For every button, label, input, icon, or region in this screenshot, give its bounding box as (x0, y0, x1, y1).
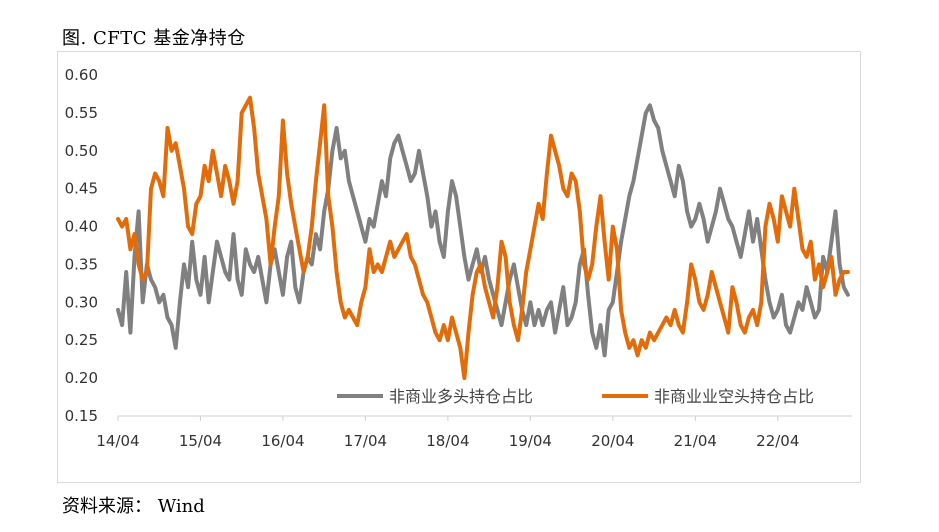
x-tick-label: 22/04 (756, 432, 799, 450)
y-tick-label: 0.35 (65, 255, 98, 273)
y-axis: 0.60 0.55 0.50 0.45 0.40 0.35 0.30 0.25 0.20 0.15 (65, 66, 98, 425)
x-tick-label: 16/04 (261, 432, 304, 450)
y-tick-label: 0.20 (65, 369, 98, 387)
series-line-2 (116, 95, 850, 381)
y-tick-label: 0.45 (65, 180, 98, 198)
y-tick-label: 0.15 (65, 407, 98, 425)
legend-label-2: 非商业业空头持仓占比 (654, 387, 814, 406)
y-tick-label: 0.55 (65, 104, 98, 122)
x-tick-label: 14/04 (96, 432, 139, 450)
x-tick-label: 20/04 (591, 432, 634, 450)
y-tick-label: 0.25 (65, 331, 98, 349)
x-axis: 14/04 15/04 16/04 17/04 18/04 19/04 20/04 21/04… (96, 416, 799, 450)
x-tick-label: 19/04 (509, 432, 552, 450)
legend-label-1: 非商业多头持仓占比 (389, 387, 533, 406)
chart-frame (57, 51, 861, 483)
series-line-1 (116, 103, 850, 358)
figure-title: 图. CFTC 基金净持仓 (62, 28, 246, 49)
source-note: 资料来源： Wind (62, 496, 205, 517)
y-tick-label: 0.30 (65, 293, 98, 311)
x-tick-label: 21/04 (674, 432, 717, 450)
x-tick-label: 18/04 (426, 432, 469, 450)
legend: 非商业多头持仓占比 非商业业空头持仓占比 (337, 387, 814, 406)
y-tick-label: 0.50 (65, 142, 98, 160)
x-tick-label: 17/04 (344, 432, 387, 450)
x-tick-label: 15/04 (179, 432, 222, 450)
y-tick-label: 0.60 (65, 66, 98, 84)
y-tick-label: 0.40 (65, 218, 98, 236)
series-lines (116, 95, 850, 381)
